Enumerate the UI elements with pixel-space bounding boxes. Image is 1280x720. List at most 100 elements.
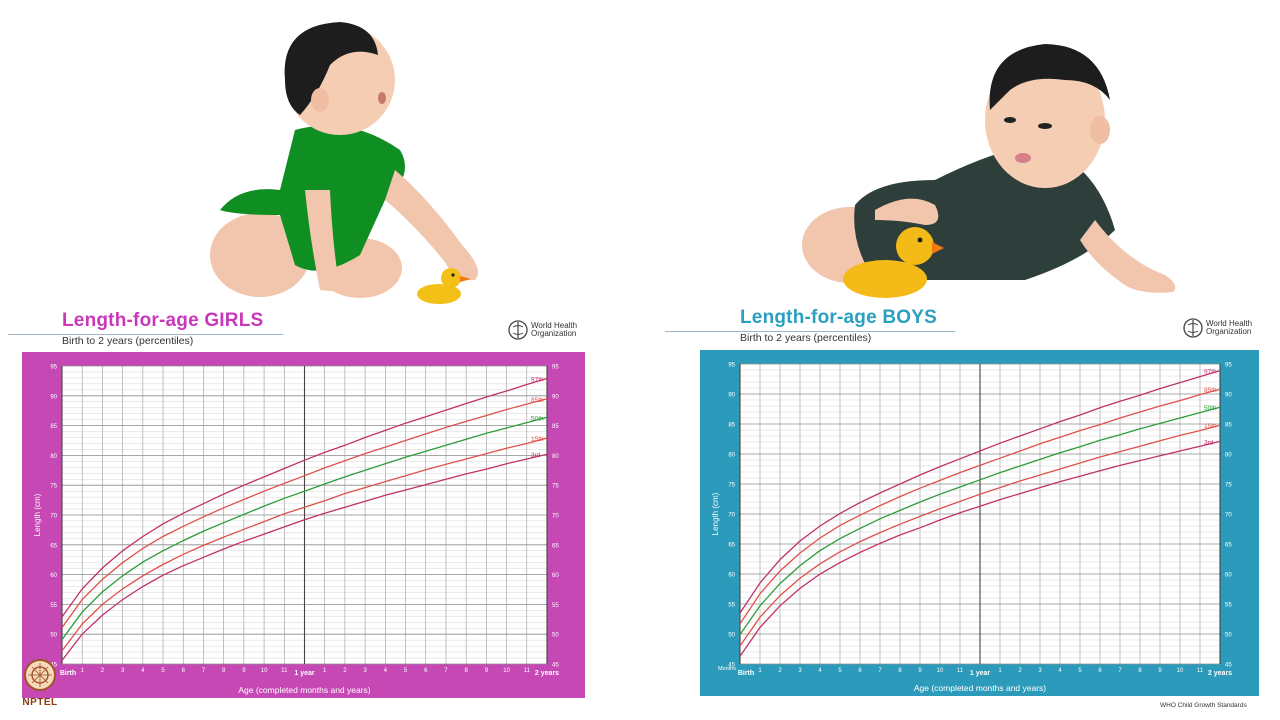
y-tick-label: 60 <box>728 573 735 579</box>
x-tick-label: 5 <box>404 668 408 674</box>
y-tick-label: 95 <box>552 365 559 371</box>
x-tick-label: 2 <box>101 668 105 674</box>
percentile-label: 97th <box>1204 369 1217 376</box>
x-tick-label: 6 <box>858 668 862 674</box>
x-tick-label: 10 <box>503 668 510 674</box>
who-logo: World Health Organization <box>1183 318 1264 338</box>
percentile-line-3rd <box>61 453 548 661</box>
y-tick-label: 70 <box>50 514 57 520</box>
y-tick-label: 85 <box>1225 423 1232 429</box>
x-tick-label: 6 <box>424 668 428 674</box>
y-tick-label: 95 <box>728 363 735 369</box>
x-tick-label: Birth <box>738 670 754 677</box>
y-tick-label: 90 <box>728 393 735 399</box>
y-tick-label: 55 <box>1225 603 1232 609</box>
chart-title: Length-for-age GIRLS <box>62 310 264 331</box>
x-tick-label: Birth <box>60 670 76 677</box>
x-tick-label: 8 <box>898 668 902 674</box>
x-tick-label: 3 <box>121 668 125 674</box>
chart-subtitle: Birth to 2 years (percentiles) <box>62 335 194 347</box>
who-logo: World Health Organization <box>508 320 589 340</box>
x-tick-label: 8 <box>1138 668 1142 674</box>
percentile-line-15th <box>61 437 548 652</box>
x-tick-label: 5 <box>838 668 842 674</box>
x-tick-label: 2 <box>778 668 782 674</box>
x-tick-label: 10 <box>261 668 268 674</box>
x-tick-label: 1 year <box>294 670 315 677</box>
y-tick-label: 85 <box>728 423 735 429</box>
percentile-line-50th <box>61 416 548 640</box>
y-tick-label: 80 <box>552 454 559 460</box>
y-tick-label: 65 <box>1225 543 1232 549</box>
x-tick-label: 4 <box>1058 668 1062 674</box>
baby-girl-illustration <box>200 0 500 305</box>
x-tick-label: 3 <box>798 668 802 674</box>
rubber-duck-icon <box>415 262 475 307</box>
x-tick-label: 10 <box>937 668 944 674</box>
organization-name: World Health Organization <box>1206 319 1253 336</box>
y-axis-label: Length (cm) <box>711 492 720 535</box>
percentile-line-15th <box>739 424 1221 647</box>
x-tick-label: 5 <box>161 668 165 674</box>
x-tick-label: 2 years <box>1208 670 1232 677</box>
nptel-logo: NPTEL <box>18 658 62 708</box>
x-tick-label: 9 <box>485 668 489 674</box>
y-tick-label: 60 <box>50 573 57 579</box>
nptel-emblem-icon <box>24 659 56 691</box>
percentile-line-50th <box>739 406 1221 635</box>
chart-title: Length-for-age BOYS <box>740 307 937 328</box>
x-tick-label: 1 year <box>970 670 991 677</box>
x-tick-label: 9 <box>242 668 246 674</box>
x-tick-label: 2 <box>343 668 347 674</box>
y-tick-label: 65 <box>728 543 735 549</box>
percentile-line-85th <box>739 388 1221 625</box>
footer-source: WHO Child Growth Standards <box>1160 702 1247 709</box>
y-tick-label: 45 <box>50 663 57 669</box>
title-divider <box>8 334 283 335</box>
y-tick-label: 90 <box>552 394 559 400</box>
x-tick-label: 7 <box>878 668 882 674</box>
percentile-label: 3rd <box>1204 439 1214 446</box>
y-tick-label: 75 <box>50 484 57 490</box>
percentile-label: 50th <box>531 415 544 422</box>
y-tick-label: 80 <box>50 454 57 460</box>
x-tick-label: 9 <box>1158 668 1162 674</box>
y-axis-label: Length (cm) <box>33 493 42 536</box>
y-tick-label: 50 <box>552 633 559 639</box>
percentile-label: 15th <box>1204 423 1217 430</box>
y-tick-label: 55 <box>552 603 559 609</box>
y-tick-label: 85 <box>552 424 559 430</box>
percentile-label: 50th <box>1204 405 1217 412</box>
x-tick-label: 7 <box>202 668 206 674</box>
rubber-duck-icon <box>840 222 945 302</box>
y-tick-label: 45 <box>1225 663 1232 669</box>
x-tick-label: 4 <box>818 668 822 674</box>
x-tick-label: 8 <box>464 668 468 674</box>
y-tick-label: 55 <box>728 603 735 609</box>
y-tick-label: 95 <box>1225 363 1232 369</box>
percentile-line-85th <box>61 398 548 628</box>
y-tick-label: 60 <box>1225 573 1232 579</box>
x-tick-label: 11 <box>957 668 964 674</box>
x-tick-label: 4 <box>141 668 145 674</box>
y-tick-label: 90 <box>1225 393 1232 399</box>
x-tick-label: 2 years <box>535 670 559 677</box>
percentile-label: 85th <box>1204 387 1217 394</box>
y-tick-label: 70 <box>728 513 735 519</box>
percentile-label: 15th <box>531 436 544 443</box>
boys-chart-header: Length-for-age BOYS Birth to 2 years (pe… <box>740 307 937 344</box>
x-tick-label: 10 <box>1177 668 1184 674</box>
x-tick-label: 1 <box>998 668 1002 674</box>
y-tick-label: 50 <box>728 633 735 639</box>
who-emblem-icon <box>1183 318 1203 338</box>
y-tick-label: 75 <box>728 483 735 489</box>
x-tick-label: 7 <box>444 668 448 674</box>
y-tick-label: 75 <box>552 484 559 490</box>
y-tick-label: 60 <box>552 573 559 579</box>
who-emblem-icon <box>508 320 528 340</box>
y-tick-label: 75 <box>1225 483 1232 489</box>
chart-subtitle: Birth to 2 years (percentiles) <box>740 332 872 344</box>
y-tick-label: 55 <box>50 603 57 609</box>
